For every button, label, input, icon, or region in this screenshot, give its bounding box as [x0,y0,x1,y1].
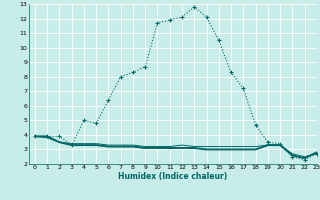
X-axis label: Humidex (Indice chaleur): Humidex (Indice chaleur) [118,172,228,181]
